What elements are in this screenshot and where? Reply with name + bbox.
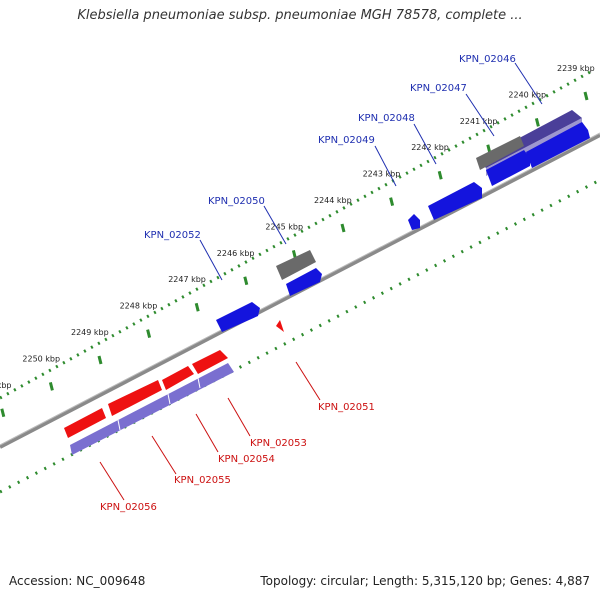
gene-block-kpn-02055[interactable] [108,380,162,416]
leader-kpn-02054 [195,413,219,453]
gene-block-kpn-02050[interactable] [286,268,322,296]
label-kpn-02053[interactable]: KPN_02053 [250,438,307,449]
kbp-tick-label: 2247 kbp [168,275,206,284]
leader-kpn-02052 [199,239,223,281]
kbp-tick-label: 2249 kbp [71,328,109,337]
kbp-tick-mark [48,382,54,391]
label-kpn-02054[interactable]: KPN_02054 [218,454,275,465]
forward-genes [216,122,590,332]
gene-block-kpn-02051[interactable] [276,320,284,332]
kbp-tick-label: 2243 kbp [363,170,401,179]
label-kpn-02052[interactable]: KPN_02052 [144,230,201,241]
kbp-tick-mark [243,276,249,286]
leader-kpn-02056 [99,461,125,501]
leader-kpn-02047 [465,93,495,137]
gene-block-kpn-02056[interactable] [64,408,106,438]
kbp-tick-label: 2245 kbp [265,222,303,231]
kbp-tick-label: 2241 kbp [460,117,498,126]
kbp-tick-label: 2248 kbp [120,302,158,311]
cds-divider-1 [117,419,121,431]
reverse-genes [64,320,284,438]
cds-divider-2 [167,393,171,405]
leader-kpn-02048 [413,123,437,165]
kbp-tick-mark [97,355,103,365]
kbp-tick-mark [194,302,200,312]
cds-block-lower-top [70,363,234,455]
gene-block-kpn-02054[interactable] [162,366,194,390]
kbp-tick-mark [583,91,589,101]
leader-kpn-02051 [295,361,321,401]
gene-pseudo-grey-2 [276,250,316,280]
label-kpn-02046[interactable]: KPN_02046 [459,54,516,65]
kbp-tick-label: 2251 kbp [0,381,12,390]
gene-block-kpn-02048[interactable] [428,182,482,220]
accession-text: Accession: NC_009648 [9,574,146,588]
label-kpn-02049[interactable]: KPN_02049 [318,135,375,146]
cds-band-lower [70,363,234,455]
gene-labels: KPN_02046 KPN_02047 KPN_02048 KPN_02049 … [100,54,516,513]
leader-kpn-02050 [263,205,287,245]
label-kpn-02051[interactable]: KPN_02051 [318,402,375,413]
kbp-tick-label: 2250 kbp [22,354,60,363]
leader-kpn-02055 [151,435,177,475]
gene-block-kpn-02047[interactable] [486,150,530,186]
label-kpn-02055[interactable]: KPN_02055 [174,475,231,486]
gene-block-kpn-02053[interactable] [192,350,228,374]
kbp-tick-mark [389,197,395,206]
label-kpn-02047[interactable]: KPN_02047 [410,83,467,94]
kbp-tick-label: 2244 kbp [314,196,352,205]
kbp-tick-label: 2239 kbp [557,64,595,73]
label-leaders [99,62,543,501]
label-kpn-02056[interactable]: KPN_02056 [100,502,157,513]
label-kpn-02048[interactable]: KPN_02048 [358,113,415,124]
label-kpn-02050[interactable]: KPN_02050 [208,196,265,207]
kbp-tick-label: 2240 kbp [508,90,546,99]
outer-tick-track [0,70,591,400]
genome-stats-text: Topology: circular; Length: 5,315,120 bp… [260,574,590,588]
gene-block-kpn-02052[interactable] [216,302,260,332]
kbp-tick-mark [437,170,443,180]
kbp-tick-mark [0,408,6,418]
kbp-tick-label: 2246 kbp [217,249,255,258]
map-title: Klebsiella pneumoniae subsp. pneumoniae … [77,8,523,23]
kbp-tick-mark [340,223,346,233]
gene-pseudo-grey-1 [476,136,524,170]
leader-kpn-02053 [227,397,251,437]
leader-kpn-02049 [374,145,397,187]
kbp-tick-mark [534,118,540,127]
kbp-tick-mark [146,329,152,338]
cds-divider-3 [197,377,201,389]
kbp-tick-label: 2242 kbp [411,143,449,152]
gene-block-kpn-02046[interactable] [526,122,590,168]
leader-kpn-02046 [514,62,543,105]
gene-block-kpn-02049[interactable] [408,214,420,230]
